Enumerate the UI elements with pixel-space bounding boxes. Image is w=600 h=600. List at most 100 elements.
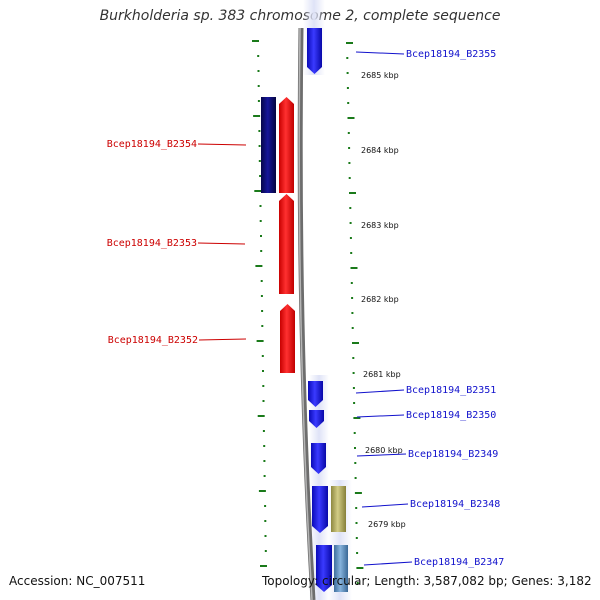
minor-tick	[347, 102, 350, 104]
gene-Bcep18194_B2349[interactable]	[311, 443, 326, 474]
scale-label: 2682 kbp	[361, 295, 399, 304]
gene-Bcep18194_B2355[interactable]	[307, 28, 322, 74]
major-tick	[349, 192, 356, 194]
minor-tick	[263, 460, 266, 462]
minor-tick	[346, 72, 349, 74]
scale-labels: 2685 kbp 2684 kbp 2683 kbp 2682 kbp 2681 kbp…	[361, 71, 406, 529]
gene-label-Bcep18194_B2349[interactable]: Bcep18194_B2349	[408, 449, 498, 460]
minor-tick	[262, 430, 265, 432]
minor-tick	[258, 130, 261, 132]
major-tick	[256, 340, 264, 342]
minor-tick	[260, 280, 263, 282]
minor-tick	[349, 222, 352, 224]
gene-label-Bcep18194_B2355[interactable]: Bcep18194_B2355	[406, 49, 496, 60]
gene-Bcep18194_B2351[interactable]	[308, 381, 323, 407]
minor-tick	[350, 282, 353, 284]
major-tick	[354, 492, 362, 494]
minor-tick	[261, 325, 264, 327]
major-tick	[352, 342, 359, 344]
minor-tick	[348, 162, 351, 164]
minor-tick	[261, 355, 264, 357]
major-tick	[350, 267, 358, 269]
forward-strand-genes	[307, 28, 348, 592]
feature-khaki	[331, 486, 346, 532]
minor-tick	[355, 522, 358, 524]
minor-tick	[263, 445, 266, 447]
gene-Bcep18194_B2354[interactable]	[279, 97, 294, 193]
major-tick	[356, 567, 364, 569]
minor-tick	[262, 385, 265, 387]
minor-tick	[261, 310, 264, 312]
minor-tick	[260, 295, 263, 297]
gene-Bcep18194_B2353[interactable]	[279, 194, 294, 294]
gene-label-Bcep18194_B2347[interactable]: Bcep18194_B2347	[414, 557, 504, 568]
gene-label-Bcep18194_B2348[interactable]: Bcep18194_B2348	[410, 499, 500, 510]
gene-Bcep18194_B2350[interactable]	[309, 410, 324, 428]
minor-tick	[356, 582, 359, 584]
minor-tick	[352, 387, 355, 389]
gene-Bcep18194_B2354-cds[interactable]	[261, 97, 276, 193]
minor-tick	[351, 327, 354, 329]
minor-tick	[346, 87, 349, 89]
chromosome-backbone-highlight	[298, 27, 313, 600]
gene-label-Bcep18194_B2352[interactable]: Bcep18194_B2352	[108, 335, 198, 346]
scale-label: 2681 kbp	[363, 370, 401, 379]
minor-tick	[264, 535, 267, 537]
scale-label: 2683 kbp	[361, 221, 399, 230]
minor-tick	[262, 370, 264, 372]
minor-tick	[257, 70, 260, 72]
minor-tick	[257, 55, 260, 57]
gene-Bcep18194_B2348[interactable]	[312, 486, 328, 533]
right-tick-track	[346, 42, 364, 584]
major-tick	[255, 265, 263, 267]
minor-tick	[353, 402, 356, 404]
gene-label-Bcep18194_B2354[interactable]: Bcep18194_B2354	[107, 139, 197, 150]
minor-tick	[260, 235, 262, 237]
chromosome-backbone	[297, 27, 316, 600]
gene-Bcep18194_B2347[interactable]	[316, 545, 332, 592]
genome-summary-text: Topology: circular; Length: 3,587,082 bp…	[262, 574, 592, 588]
minor-tick	[257, 85, 260, 87]
scale-label: 2685 kbp	[361, 71, 399, 80]
gene-Bcep18194_B2352[interactable]	[280, 304, 295, 373]
minor-tick	[354, 447, 356, 449]
minor-tick	[262, 400, 265, 402]
minor-tick	[259, 205, 262, 207]
major-tick	[260, 565, 267, 567]
major-tick	[253, 115, 261, 117]
minor-tick	[259, 220, 262, 222]
minor-tick	[348, 147, 351, 149]
major-tick	[347, 117, 355, 119]
major-tick	[353, 417, 361, 419]
minor-tick	[348, 177, 351, 179]
map-title: Burkholderia sp. 383 chromosome 2, compl…	[99, 8, 501, 24]
gene-label-Bcep18194_B2351[interactable]: Bcep18194_B2351	[406, 385, 496, 396]
minor-tick	[264, 520, 267, 522]
major-tick	[252, 40, 259, 42]
label-leaders	[197, 51, 413, 566]
left-tick-track	[252, 40, 267, 567]
minor-tick	[352, 357, 355, 359]
minor-tick	[349, 237, 352, 239]
major-tick	[346, 42, 353, 44]
minor-tick	[263, 475, 266, 477]
minor-tick	[356, 552, 359, 554]
reverse-strand-genes	[261, 97, 295, 373]
major-tick	[257, 415, 265, 417]
minor-tick	[257, 100, 260, 102]
minor-tick	[260, 250, 263, 252]
minor-tick	[346, 57, 349, 59]
minor-tick	[264, 550, 267, 552]
minor-tick	[349, 207, 352, 209]
major-tick	[258, 490, 266, 492]
gene-label-Bcep18194_B2353[interactable]: Bcep18194_B2353	[107, 238, 197, 249]
minor-tick	[347, 132, 350, 134]
minor-tick	[351, 312, 354, 314]
gene-label-Bcep18194_B2350[interactable]: Bcep18194_B2350	[406, 410, 496, 421]
minor-tick	[351, 297, 354, 299]
minor-tick	[354, 477, 357, 479]
minor-tick	[353, 432, 356, 434]
minor-tick	[264, 505, 267, 507]
